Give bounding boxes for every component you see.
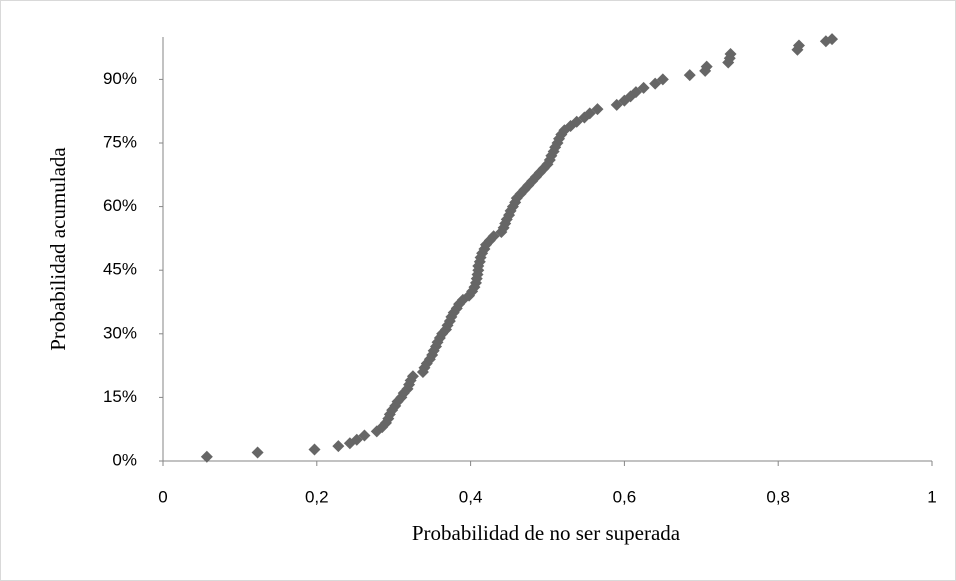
point [700,60,713,73]
y-tick-label: 90% [103,69,137,88]
y-tick-label: 45% [103,260,137,279]
point [826,33,839,46]
y-tick-label: 15% [103,387,137,406]
y-tick-label: 30% [103,323,137,342]
point [792,39,805,52]
point [637,81,650,94]
y-tick-label: 0% [112,450,137,469]
x-tick-label: 1 [927,487,936,506]
x-tick-label: 0,8 [766,487,790,506]
x-axis-title: Probabilidad de no ser superada [412,521,681,545]
x-tick-label: 0,4 [459,487,483,506]
point [358,429,371,442]
point [200,450,213,463]
y-tick-label: 75% [103,132,137,151]
point [308,443,321,456]
point [251,446,264,459]
point [656,73,669,86]
y-tick-label: 60% [103,196,137,215]
y-axis-title: Probabilidad acumulada [46,147,70,351]
point [683,69,696,82]
x-tick-label: 0,6 [613,487,637,506]
point [406,370,419,383]
point [724,47,737,60]
x-tick-label: 0,2 [305,487,329,506]
point [332,440,345,453]
point [591,103,604,116]
x-tick-label: 0 [158,487,167,506]
